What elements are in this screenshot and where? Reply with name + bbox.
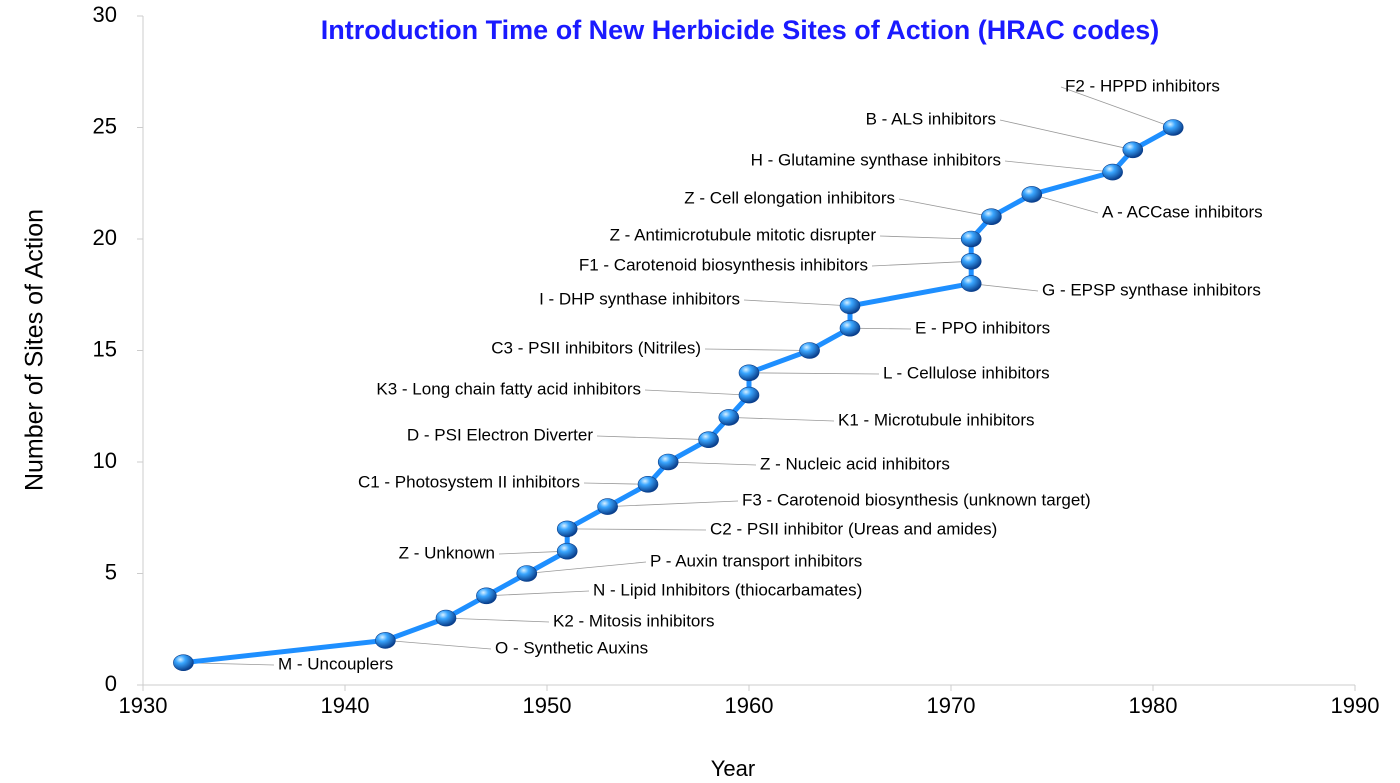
point (960, 275, 982, 292)
leader-line (607, 500, 739, 507)
point (476, 587, 497, 605)
annotation: C2 - PSII inhibitor (Ureas and amides) (710, 519, 997, 538)
leader-line (567, 528, 707, 531)
x-tick-label: 1950 (523, 693, 572, 718)
y-tick-label: 5 (105, 559, 117, 584)
annotation: Z - Antimicrotubule mitotic disrupter (610, 225, 877, 244)
annotation: N - Lipid Inhibitors (thiocarbamates) (593, 580, 862, 599)
x-tick-label: 1930 (119, 693, 168, 718)
annotation: L - Cellulose inhibitors (883, 363, 1050, 382)
annotation: C1 - Photosystem II inhibitors (358, 472, 580, 491)
annotation: F1 - Carotenoid biosynthesis inhibitors (579, 255, 868, 274)
point (637, 475, 659, 493)
y-tick-label: 25 (93, 113, 117, 138)
point (1122, 141, 1144, 159)
point (657, 453, 679, 471)
leader-line (871, 260, 972, 267)
annotation: F2 - HPPD inhibitors (1065, 76, 1220, 95)
point (435, 609, 457, 627)
annotation: F3 - Carotenoid biosynthesis (unknown ta… (742, 490, 1091, 509)
leader-line (971, 283, 1039, 292)
x-tick-label: 1970 (927, 693, 976, 718)
leader-line (1031, 194, 1099, 214)
leader-line (748, 372, 880, 375)
point (738, 386, 760, 404)
y-tick-label: 20 (93, 225, 117, 250)
annotation: C3 - PSII inhibitors (Nitriles) (491, 338, 701, 357)
chart-title: Introduction Time of New Herbicide Sites… (321, 15, 1160, 45)
annotation: O - Synthetic Auxins (495, 638, 648, 657)
x-tick-label: 1960 (725, 693, 774, 718)
x-tick-label: 1940 (321, 693, 370, 718)
annotation: I - DHP synthase inhibitors (539, 289, 740, 308)
annotation: K3 - Long chain fatty acid inhibitors (376, 379, 641, 398)
point (556, 520, 578, 538)
x-tick-label: 1990 (1331, 693, 1380, 718)
point (516, 565, 538, 582)
leader-line (486, 590, 590, 597)
point (556, 542, 578, 560)
point (698, 431, 719, 449)
annotation: P - Auxin transport inhibitors (650, 551, 862, 570)
point (981, 208, 1002, 225)
point (597, 498, 618, 515)
annotation: Z - Cell elongation inhibitors (684, 188, 895, 207)
leader-line (445, 617, 550, 623)
leader-line (743, 299, 851, 307)
leader-line (704, 348, 810, 351)
annotation: D - PSI Electron Diverter (407, 425, 593, 444)
annotation: K2 - Mitosis inhibitors (553, 611, 715, 630)
point (839, 319, 861, 337)
point (960, 252, 982, 270)
leader-line (644, 389, 750, 396)
y-axis-label: Number of Sites of Action (21, 209, 49, 491)
leader-line (999, 119, 1133, 151)
point (1162, 119, 1184, 136)
point (1102, 163, 1123, 181)
point (839, 297, 861, 315)
leader-line (385, 640, 492, 650)
point (375, 632, 396, 649)
y-tick-label: 10 (93, 448, 117, 473)
annotation: K1 - Microtubule inhibitors (838, 410, 1035, 429)
annotation: B - ALS inhibitors (866, 109, 996, 128)
y-tick-label: 15 (93, 336, 117, 361)
annotation: E - PPO inhibitors (915, 318, 1050, 337)
annotation: Z - Unknown (399, 543, 495, 562)
annotation: M - Uncouplers (278, 654, 393, 673)
point (718, 409, 740, 426)
point (1021, 186, 1043, 203)
annotation: A - ACCase inhibitors (1102, 202, 1263, 221)
y-tick-label: 0 (105, 671, 117, 696)
leader-line (879, 235, 972, 240)
leader-line (728, 417, 835, 422)
y-tick-label: 30 (93, 2, 117, 27)
leader-line (1060, 86, 1174, 128)
annotation: H - Glutamine synthase inhibitors (751, 150, 1001, 169)
leader-line (898, 198, 992, 218)
leader-line (668, 461, 757, 466)
point (960, 230, 982, 248)
point (738, 364, 760, 382)
x-axis-label: Year (711, 756, 755, 781)
annotation: G - EPSP synthase inhibitors (1042, 280, 1261, 299)
leader-line (526, 561, 647, 574)
leader-line (596, 435, 709, 441)
annotation: Z - Nucleic acid inhibitors (760, 454, 950, 473)
leader-line (583, 482, 649, 485)
leader-line (498, 550, 568, 555)
point (799, 342, 820, 359)
point (173, 654, 194, 672)
leader-line (1004, 160, 1113, 173)
x-tick-label: 1980 (1129, 693, 1178, 718)
